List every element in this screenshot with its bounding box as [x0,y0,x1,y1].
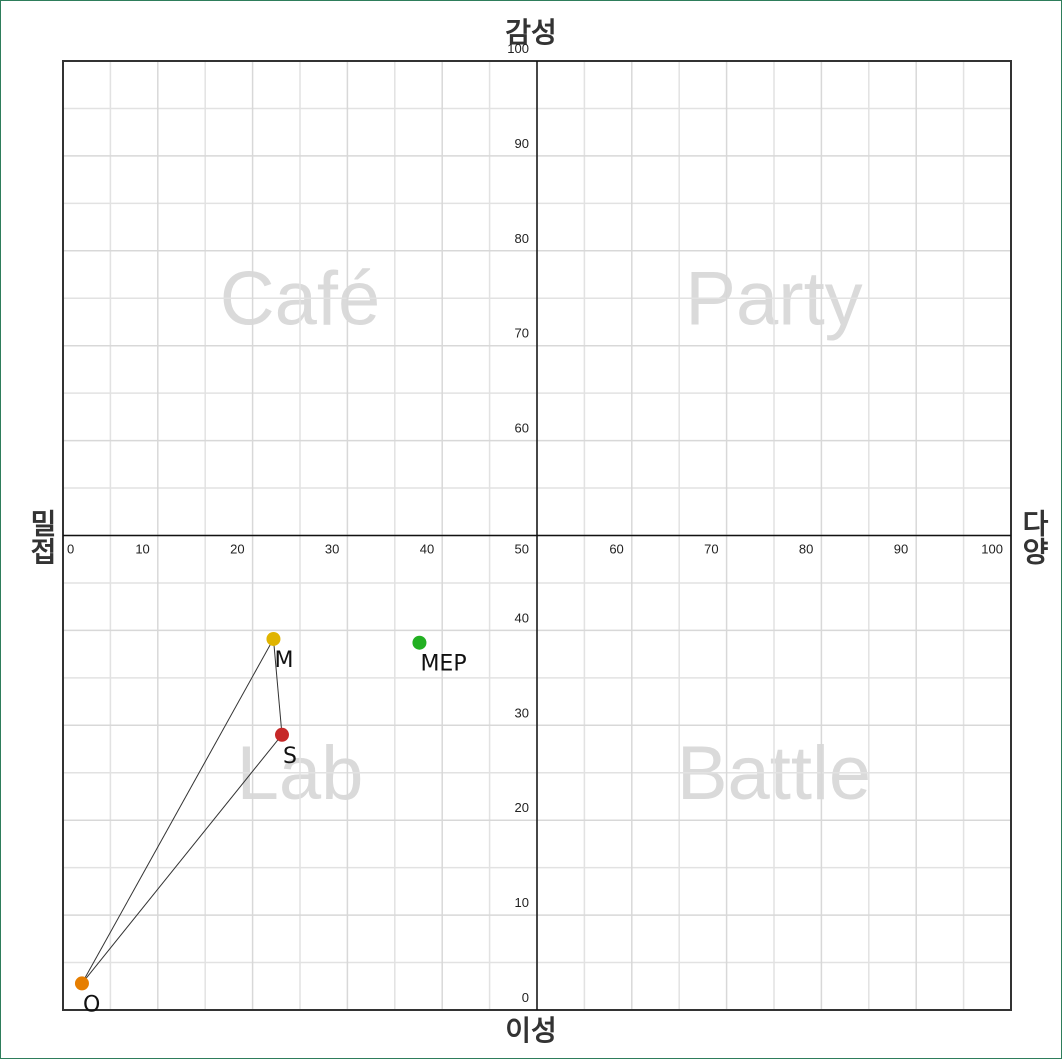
axis-label-right: 다양 [1018,509,1051,565]
point [412,635,427,650]
y-tick-label: 20 [515,800,529,815]
y-tick-label: 70 [515,326,529,341]
link-line [81,638,274,984]
point-label: M [274,648,293,673]
point [74,976,89,991]
point-label: S [283,744,297,769]
x-tick-label: 100 [981,542,1003,557]
y-tick-label: 30 [515,705,529,720]
x-tick-label: 90 [894,542,908,557]
y-tick-label: 100 [507,41,529,56]
y-tick-label: 40 [515,610,529,625]
axis-label-top: 감성 [505,16,557,49]
x-tick-label: 10 [135,542,149,557]
point [274,727,289,742]
x-tick-label: 50 [515,542,529,557]
point-label: MEP [420,652,466,677]
point-label: O [83,992,100,1017]
x-tick-label: 20 [230,542,244,557]
x-tick-label: 60 [609,542,623,557]
point [266,631,281,646]
y-tick-label: 90 [515,136,529,151]
x-tick-label: 0 [67,542,74,557]
y-tick-label: 10 [515,895,529,910]
y-tick-label: 80 [515,231,529,246]
axis-label-bottom: 이성 [505,1014,557,1047]
y-tick-label: 60 [515,421,529,436]
x-tick-label: 80 [799,542,813,557]
axis-label-left: 밀접 [26,509,59,565]
x-tick-label: 70 [704,542,718,557]
x-tick-label: 40 [420,542,434,557]
x-tick-label: 30 [325,542,339,557]
link-line [272,638,283,735]
y-tick-label: 0 [522,990,529,1005]
link-line [81,734,283,984]
